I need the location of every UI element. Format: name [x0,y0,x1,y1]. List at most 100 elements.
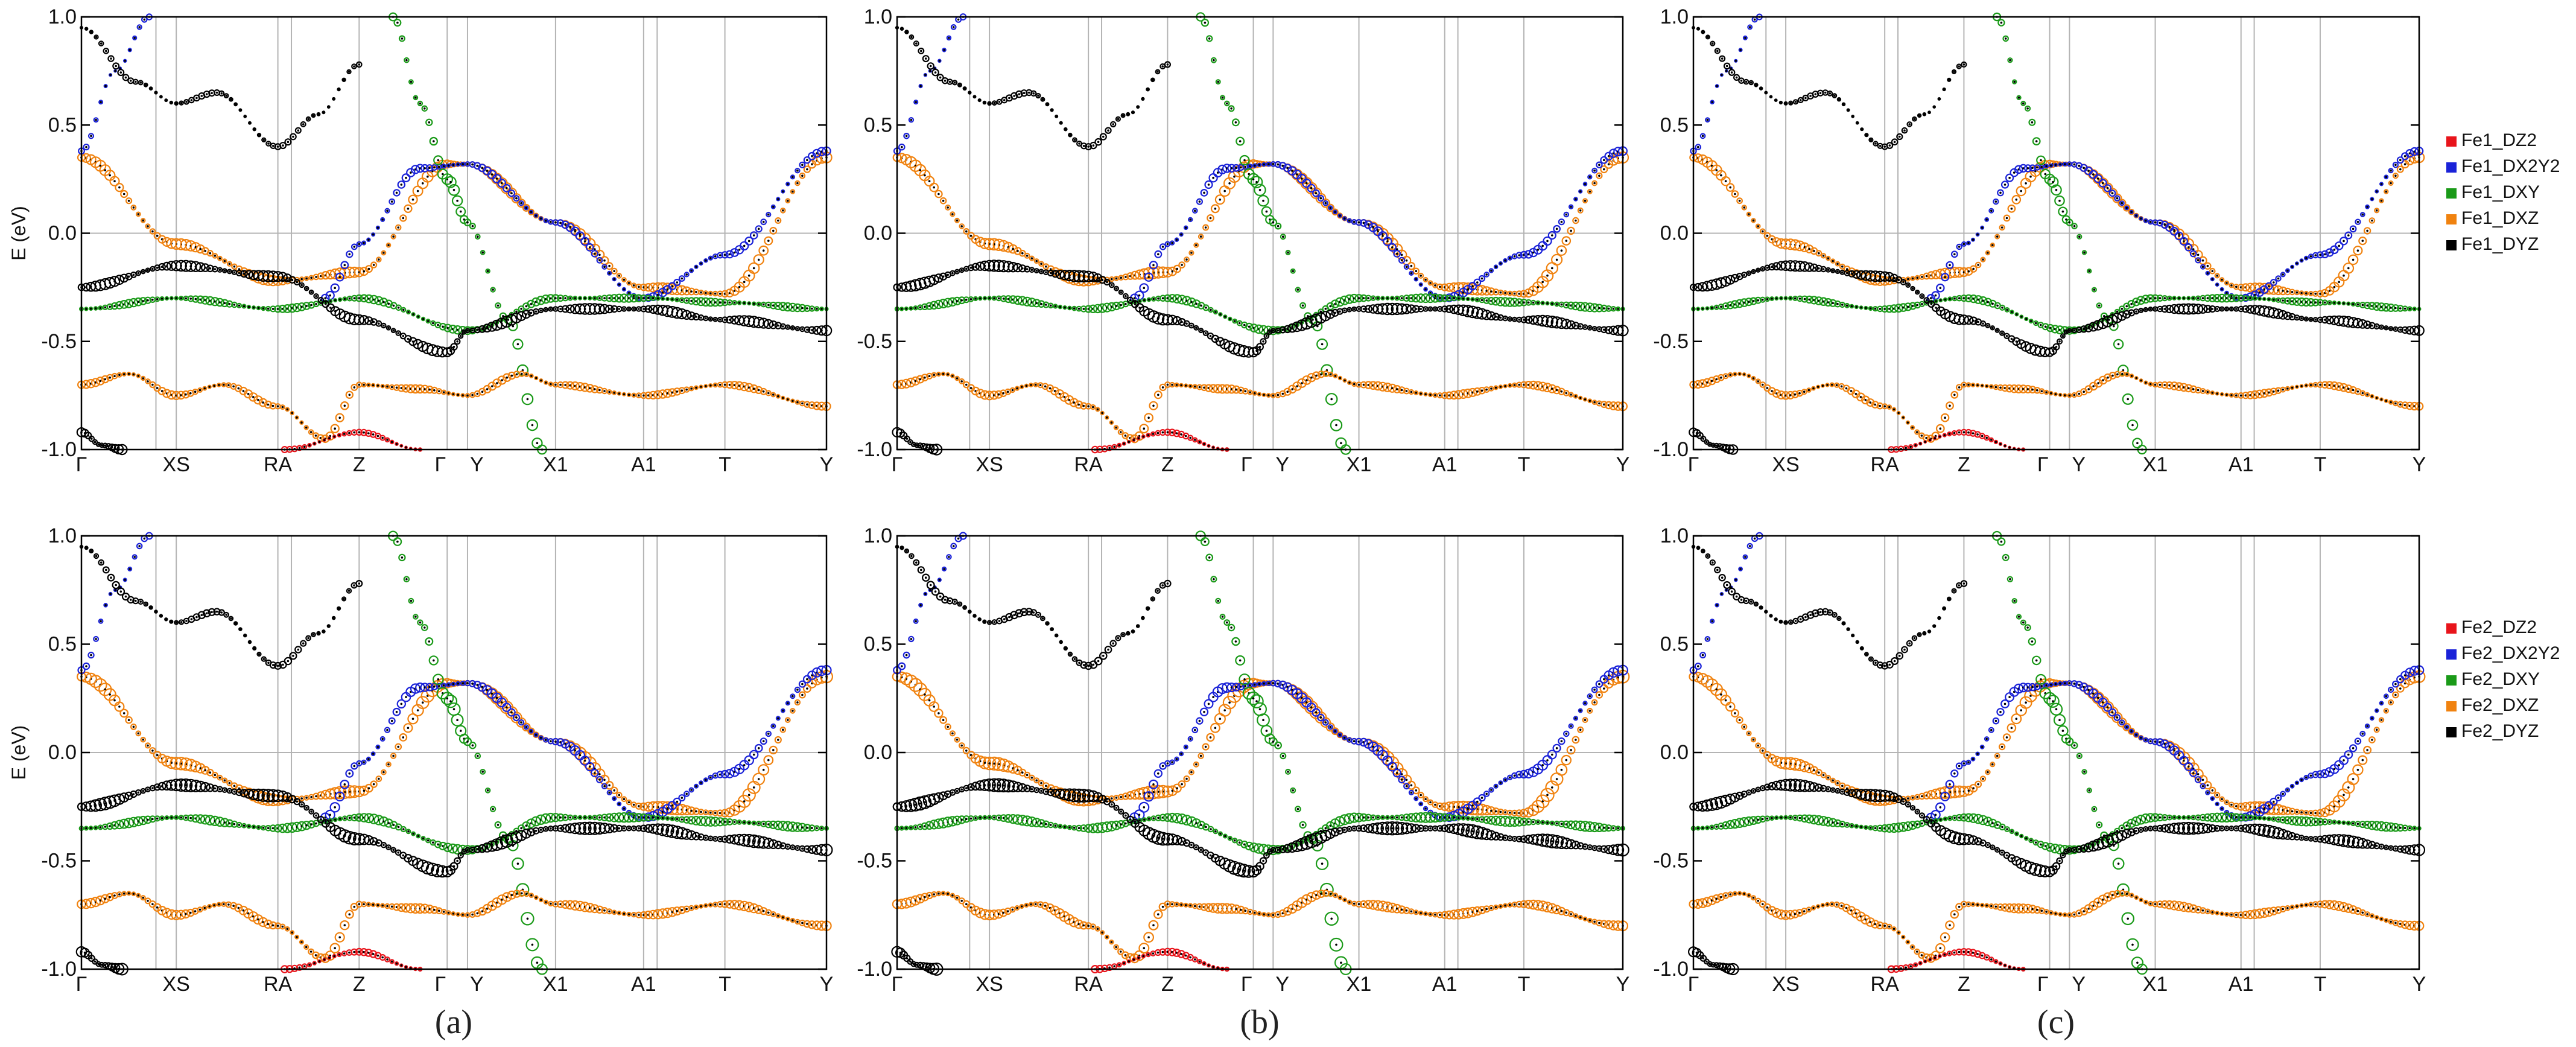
band-point-center [2201,266,2204,269]
band-point [1498,261,1503,266]
band-point-center [1738,199,1741,202]
band-point [1040,97,1045,102]
band-point [1062,305,1067,310]
band-point-center [1324,202,1327,205]
band-point [451,195,463,206]
band-point-center [1996,304,1999,307]
band-point [588,296,592,301]
band-point-center [113,305,116,307]
band-point [538,307,544,314]
band-point-center [2333,249,2336,251]
band-point-center [1199,235,1202,238]
band-point-center [613,270,615,273]
band-point-center [1199,329,1202,332]
band-point-center [1570,205,1572,208]
band-point-center [2286,269,2289,272]
band-point-center [2168,297,2171,299]
band-point-center [300,421,303,424]
band-point-center [402,308,405,311]
band-point-center [738,285,741,288]
band-point [369,294,379,305]
band-point [1015,90,1023,98]
band-point [991,100,997,106]
band-point [929,182,939,193]
band-point-center [579,235,582,237]
band-point-center [338,434,341,436]
band-point-center [714,301,717,304]
band-point-center [728,301,731,304]
band-point-center [1030,257,1033,259]
band-point-center [1208,37,1211,40]
band-point-center [1467,288,1470,291]
band-point-center [685,388,688,391]
band-point [1326,302,1334,311]
band-point-center [1766,234,1769,237]
band-point-center [1111,284,1113,287]
band-point [1191,299,1201,308]
band-point-center [1243,159,1246,162]
band-point-center [1528,301,1530,304]
band-point [293,279,300,286]
band-point-center [1262,340,1264,343]
band-point-center [310,291,312,294]
band-point [1179,232,1184,237]
band-point-center [209,252,212,255]
band-point-center [933,374,935,376]
band-point-center [347,71,351,73]
band-point-center [1546,274,1549,277]
band-point-center [1923,113,1926,116]
band-point [591,250,599,258]
band-point-center [1287,251,1289,254]
band-point-center [2159,297,2162,299]
band-point [629,293,638,303]
band-point [308,429,314,435]
band-point [1172,294,1182,304]
band-point-center [550,221,552,223]
band-point-center [1766,266,1769,269]
band-point-center [1180,384,1182,387]
band-point [148,86,153,91]
band-point [997,240,1010,252]
band-point-center [223,383,225,386]
band-point-center [1301,304,1304,307]
band-point [1188,322,1194,329]
band-point [145,223,151,229]
band-point-center [1958,246,1961,248]
band-point-center [1152,298,1155,301]
band-point-center [449,349,452,352]
band-point [134,297,143,307]
band-point [1385,296,1390,301]
band-point [109,73,113,77]
band-point [1274,223,1282,230]
band-point [541,294,551,304]
band-point-center [1902,281,1905,284]
band-point-center [1991,244,1994,247]
band-point [1578,189,1583,194]
band-point-center [2061,210,2064,213]
band-point-center [969,298,972,301]
band-point [1393,250,1401,258]
band-point-center [1198,441,1201,444]
band-point [1287,323,1297,333]
band-point-center [559,383,562,386]
band-point-center [1551,234,1553,237]
band-point [626,306,632,312]
band-point [749,231,758,240]
band-point-center [1117,118,1120,120]
band-point [374,296,384,305]
band-point-center [1579,209,1582,212]
band-point-center [777,395,779,398]
band-point-center [1701,307,1704,310]
band-point [316,112,321,116]
band-point-center [459,210,462,213]
band-point [206,264,214,273]
band-point-center [574,230,577,233]
band-point [285,407,290,412]
band-point [300,121,306,127]
band-point-center [700,316,702,319]
band-point-center [1523,301,1525,304]
band-point-center [772,205,775,208]
band-point-center [1207,445,1210,447]
band-point-center [1021,252,1024,255]
band-point [474,162,481,170]
